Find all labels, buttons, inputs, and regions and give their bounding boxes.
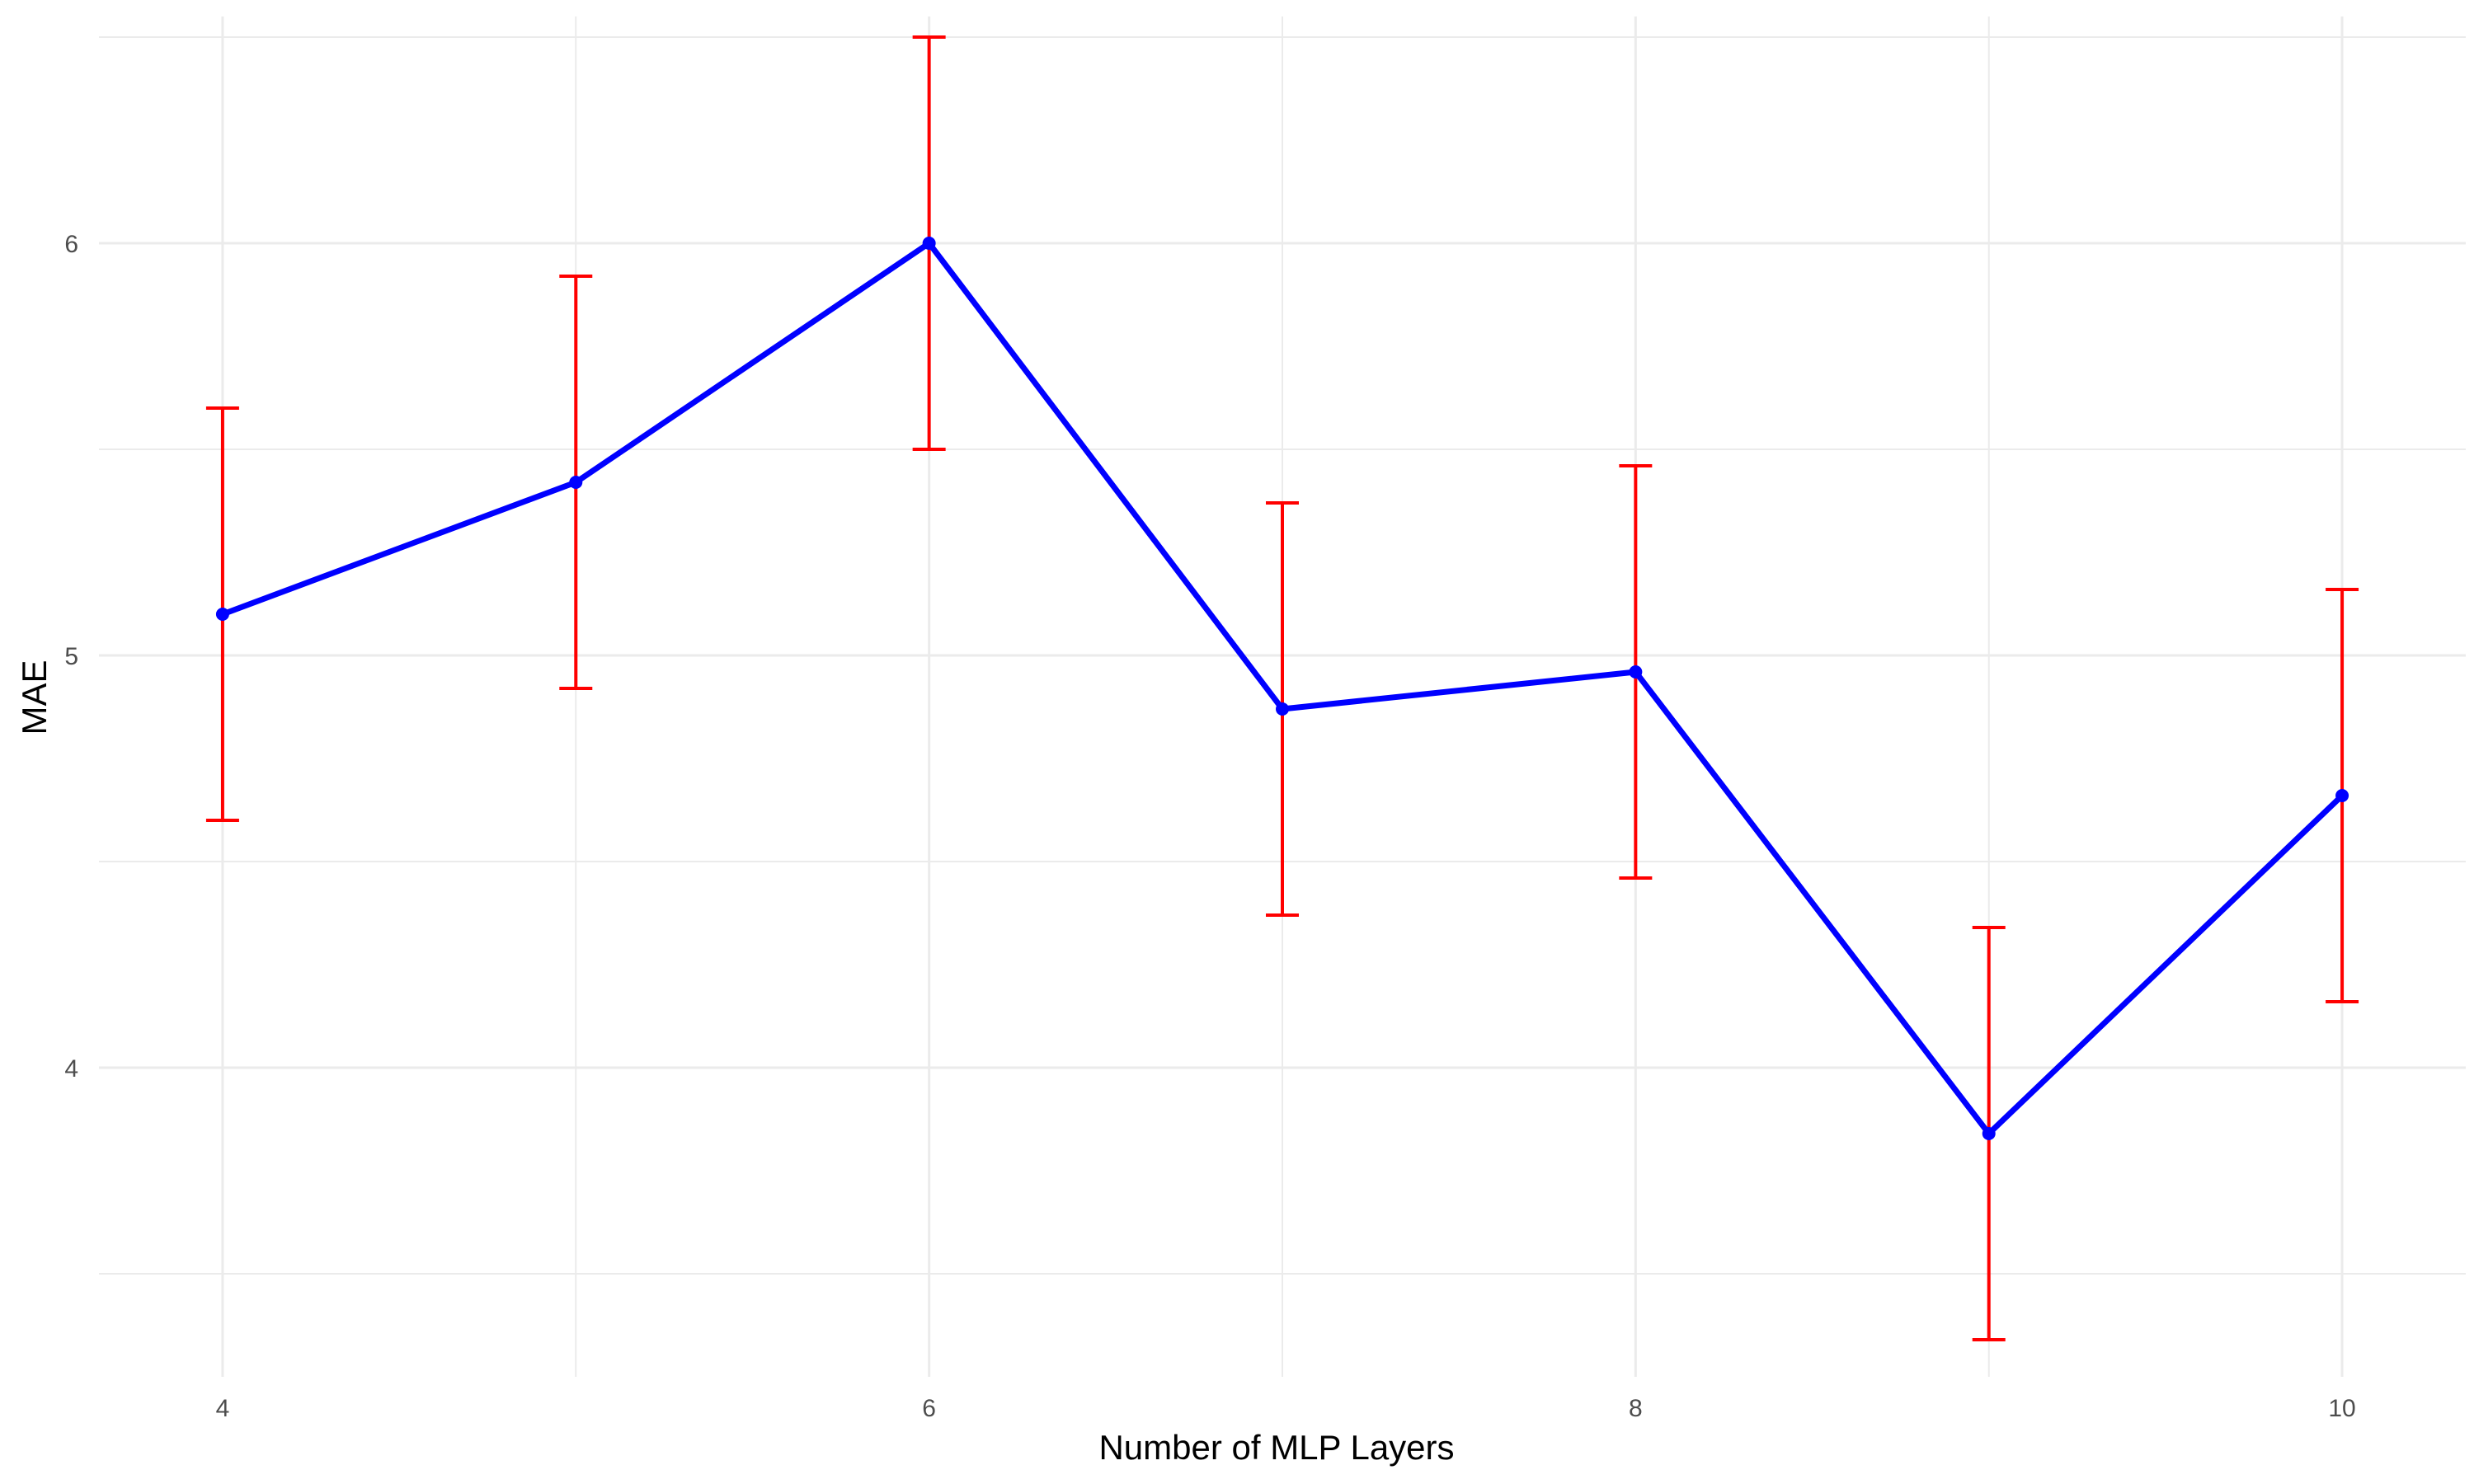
x-tick-label: 10 xyxy=(2328,1395,2355,1422)
data-point xyxy=(1982,1127,1996,1140)
x-tick-label: 6 xyxy=(922,1395,936,1422)
y-tick-label: 5 xyxy=(64,643,78,670)
data-point xyxy=(2335,789,2349,802)
data-point xyxy=(569,476,583,489)
x-tick-labels: 4 6 8 10 xyxy=(216,1395,2356,1422)
data-point xyxy=(1629,665,1643,679)
data-point xyxy=(215,608,229,621)
y-axis-title: MAE xyxy=(15,660,54,735)
y-tick-label: 4 xyxy=(64,1055,78,1082)
x-tick-label: 8 xyxy=(1629,1395,1643,1422)
x-tick-label: 4 xyxy=(216,1395,230,1422)
y-tick-labels: 4 5 6 xyxy=(64,231,78,1082)
y-tick-label: 6 xyxy=(64,231,78,258)
series-points xyxy=(215,237,2349,1140)
x-axis-title: Number of MLP Layers xyxy=(1098,1428,1454,1467)
data-point xyxy=(922,237,936,250)
data-point xyxy=(1276,702,1289,716)
